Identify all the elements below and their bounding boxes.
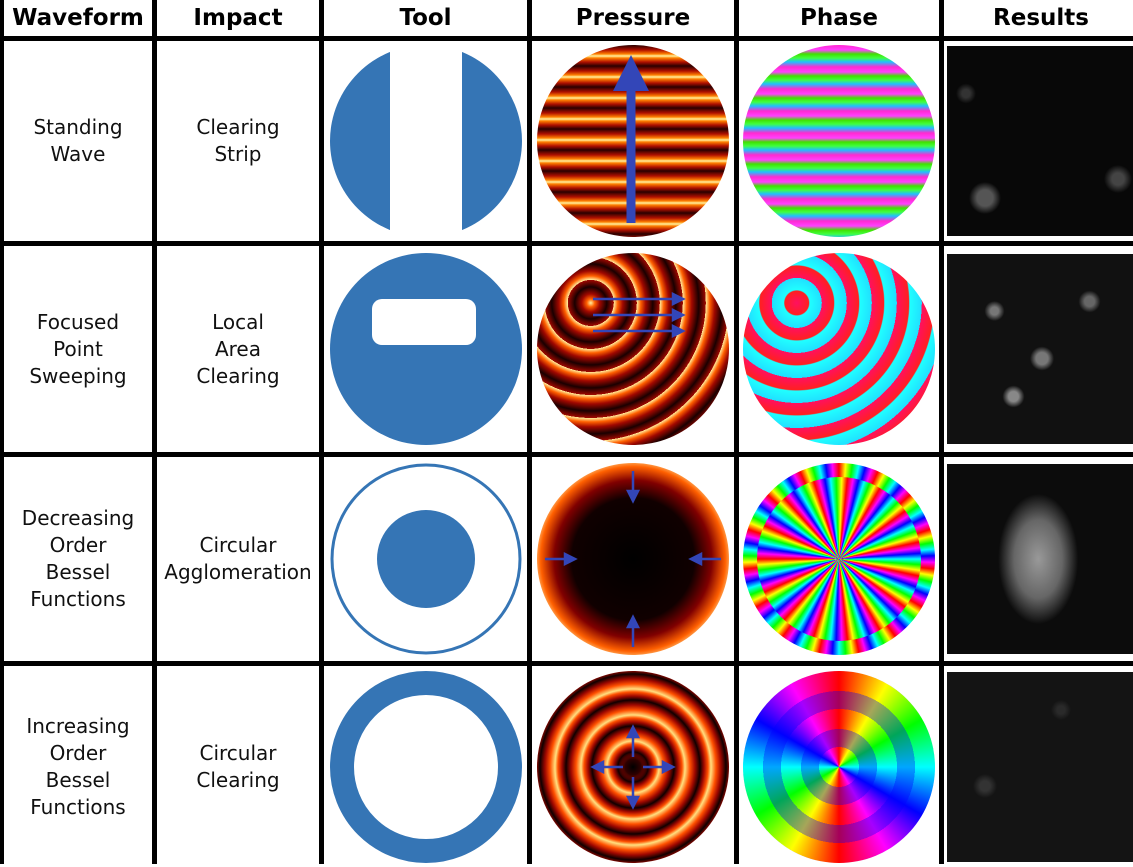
text-line: Clearing	[196, 363, 280, 388]
waveform-text: Increasing Order Bessel Functions	[26, 713, 129, 821]
header-cell: Phase	[739, 0, 939, 36]
phase-map	[743, 45, 935, 237]
text-line: Clearing	[196, 115, 280, 139]
waveform-cell: Decreasing Order Bessel Functions	[4, 457, 152, 661]
text-line: Functions	[30, 794, 126, 819]
waveform-cell: Focused Point Sweeping	[4, 246, 152, 452]
header-cell: Tool	[324, 0, 527, 36]
pressure-cell	[532, 457, 734, 661]
text-line: Circular	[199, 740, 277, 765]
arrow	[545, 471, 721, 647]
results-cell	[944, 41, 1133, 241]
impact-text: Local Area Clearing	[196, 309, 279, 390]
text-line: Focused	[36, 309, 120, 334]
micrograph	[947, 671, 1133, 862]
impact-cell: Local Area Clearing	[157, 246, 319, 452]
tool-icon	[330, 463, 521, 655]
text-line: Wave	[50, 142, 106, 166]
waveform-cell: Standing Wave	[4, 41, 152, 241]
results-cell	[944, 246, 1133, 452]
impact-cell: Circular Agglomeration	[157, 457, 319, 661]
text-line: Local	[212, 309, 264, 334]
header-cell: Pressure	[532, 0, 734, 36]
phase-map	[743, 670, 935, 863]
waveform-text: Focused Point Sweeping	[29, 309, 126, 390]
waveform-cell: Increasing Order Bessel Functions	[4, 666, 152, 867]
text-line: Circular	[199, 533, 277, 557]
text-line: Order	[49, 740, 107, 765]
text-line: Clearing	[196, 767, 280, 792]
text-line: Bessel	[45, 767, 111, 792]
pressure-map	[537, 463, 729, 655]
text-line: Sweeping	[29, 363, 127, 388]
phase-cell	[739, 666, 939, 867]
phase-map	[743, 463, 935, 655]
tool-cell	[324, 457, 527, 661]
phase-ring	[757, 477, 921, 641]
results-cell	[944, 666, 1133, 867]
arrow	[593, 291, 686, 339]
text-line: Functions	[30, 587, 126, 611]
header-cell: Impact	[157, 0, 319, 36]
results-cell	[944, 457, 1133, 661]
pressure-cell	[532, 666, 734, 867]
text-line: Area	[214, 336, 261, 361]
impact-text: Circular Clearing	[196, 740, 279, 794]
text-line: Increasing	[26, 713, 130, 738]
tool-icon	[329, 253, 522, 445]
text-line: Standing	[33, 115, 123, 139]
impact-cell: Clearing Strip	[157, 41, 319, 241]
impact-cell: Circular Clearing	[157, 666, 319, 867]
text-line: Bessel	[45, 560, 111, 584]
arrow	[590, 723, 676, 810]
header-cell: Waveform	[4, 0, 152, 36]
tool-cell	[324, 666, 527, 867]
pressure-map	[537, 45, 729, 237]
phase-cell	[739, 41, 939, 241]
phase-cell	[739, 246, 939, 452]
pressure-map	[537, 253, 729, 445]
tool-icon	[329, 670, 522, 863]
micrograph	[947, 464, 1133, 654]
tool-cell	[324, 246, 527, 452]
phase-cell	[739, 457, 939, 661]
impact-text: Circular Agglomeration	[164, 532, 311, 586]
pressure-cell	[532, 246, 734, 452]
arrow	[613, 55, 649, 223]
tool-icon	[329, 43, 522, 239]
text-line: Decreasing	[21, 506, 135, 530]
waveform-text: Standing Wave	[33, 114, 122, 168]
micrograph	[947, 254, 1133, 444]
text-line: Agglomeration	[164, 560, 312, 584]
text-line: Strip	[214, 142, 262, 166]
phase-map	[743, 253, 935, 445]
header-cell: Results	[944, 0, 1133, 36]
impact-text: Clearing Strip	[196, 114, 279, 168]
tool-cell	[324, 41, 527, 241]
pressure-cell	[532, 41, 734, 241]
pressure-map	[537, 670, 729, 863]
micrograph	[947, 46, 1133, 236]
waveform-text: Decreasing Order Bessel Functions	[22, 505, 134, 613]
text-line: Point	[53, 336, 103, 361]
text-line: Order	[49, 533, 107, 557]
